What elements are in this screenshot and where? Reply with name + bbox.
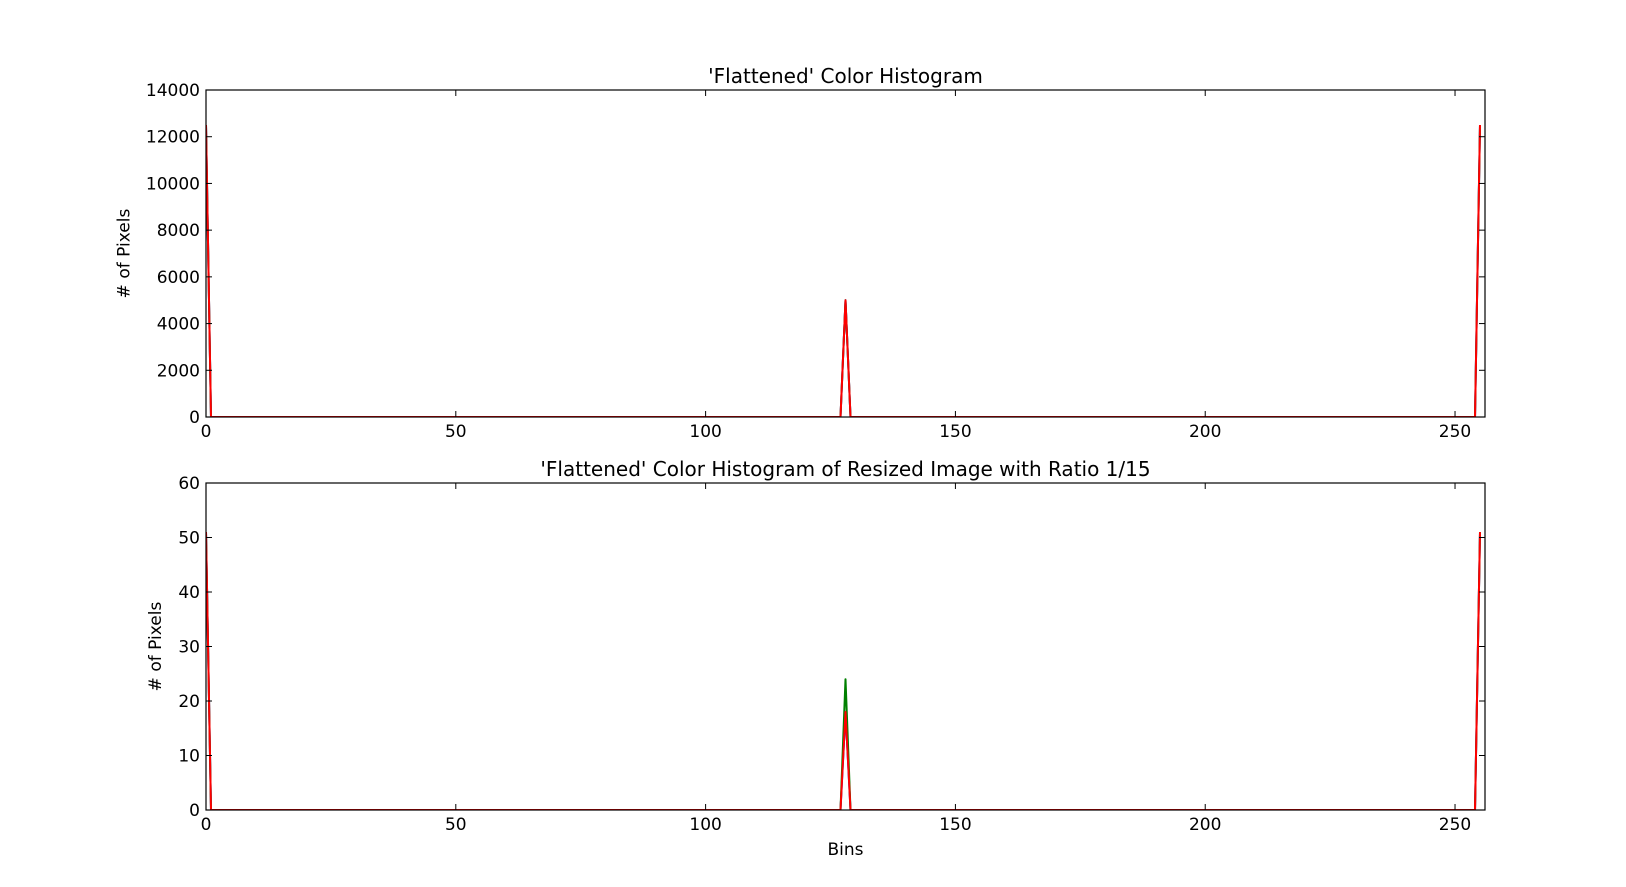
x-tick-label: 100 xyxy=(689,422,721,442)
y-tick-label: 8000 xyxy=(157,221,200,241)
chart-2: 0 50 100 150 200 250 0 10 20 30 40 50 60 'Flattened' … xyxy=(146,457,1486,860)
y-tick-label: 20 xyxy=(178,692,200,712)
axes-frame xyxy=(205,89,1486,418)
y-tick-label: 50 xyxy=(178,529,200,549)
y-tick-label: 4000 xyxy=(157,315,200,335)
x-tick-label: 200 xyxy=(1189,815,1221,835)
x-tick-label: 150 xyxy=(939,422,971,442)
chart-1: 0 50 100 150 200 250 0 2000 4000 6000 8000 10000 120… xyxy=(115,64,1486,442)
series-line-3 xyxy=(206,125,1481,417)
x-tick-label: 250 xyxy=(1439,815,1471,835)
y-tick-label: 0 xyxy=(189,408,200,428)
axes-frame xyxy=(205,482,1486,811)
y-tick-label: 10 xyxy=(178,747,200,767)
x-tick-label: 0 xyxy=(201,815,212,835)
y-tick-label: 60 xyxy=(178,474,200,494)
y-tick-label: 6000 xyxy=(157,268,200,288)
y-axis-label: # of Pixels xyxy=(115,209,135,299)
x-tick-label: 150 xyxy=(939,815,971,835)
chart-title: 'Flattened' Color Histogram of Resized I… xyxy=(540,457,1150,481)
y-tick-label: 14000 xyxy=(146,81,200,101)
x-tick-label: 0 xyxy=(201,422,212,442)
y-tick-label: 12000 xyxy=(146,128,200,148)
y-tick-label: 2000 xyxy=(157,361,200,381)
y-tick-label: 10000 xyxy=(146,174,200,194)
x-tick-label: 50 xyxy=(445,422,467,442)
x-tick-label: 200 xyxy=(1189,422,1221,442)
x-tick-label: 100 xyxy=(689,815,721,835)
x-tick-label: 250 xyxy=(1439,422,1471,442)
series-line-3 xyxy=(206,532,1481,810)
y-tick-label: 40 xyxy=(178,583,200,603)
y-axis-label: # of Pixels xyxy=(146,602,166,692)
x-tick-label: 50 xyxy=(445,815,467,835)
y-tick-label: 30 xyxy=(178,638,200,658)
series-line-2 xyxy=(206,532,1481,810)
chart-title: 'Flattened' Color Histogram xyxy=(708,64,983,88)
x-axis-label: Bins xyxy=(827,840,863,860)
y-tick-label: 0 xyxy=(189,801,200,821)
